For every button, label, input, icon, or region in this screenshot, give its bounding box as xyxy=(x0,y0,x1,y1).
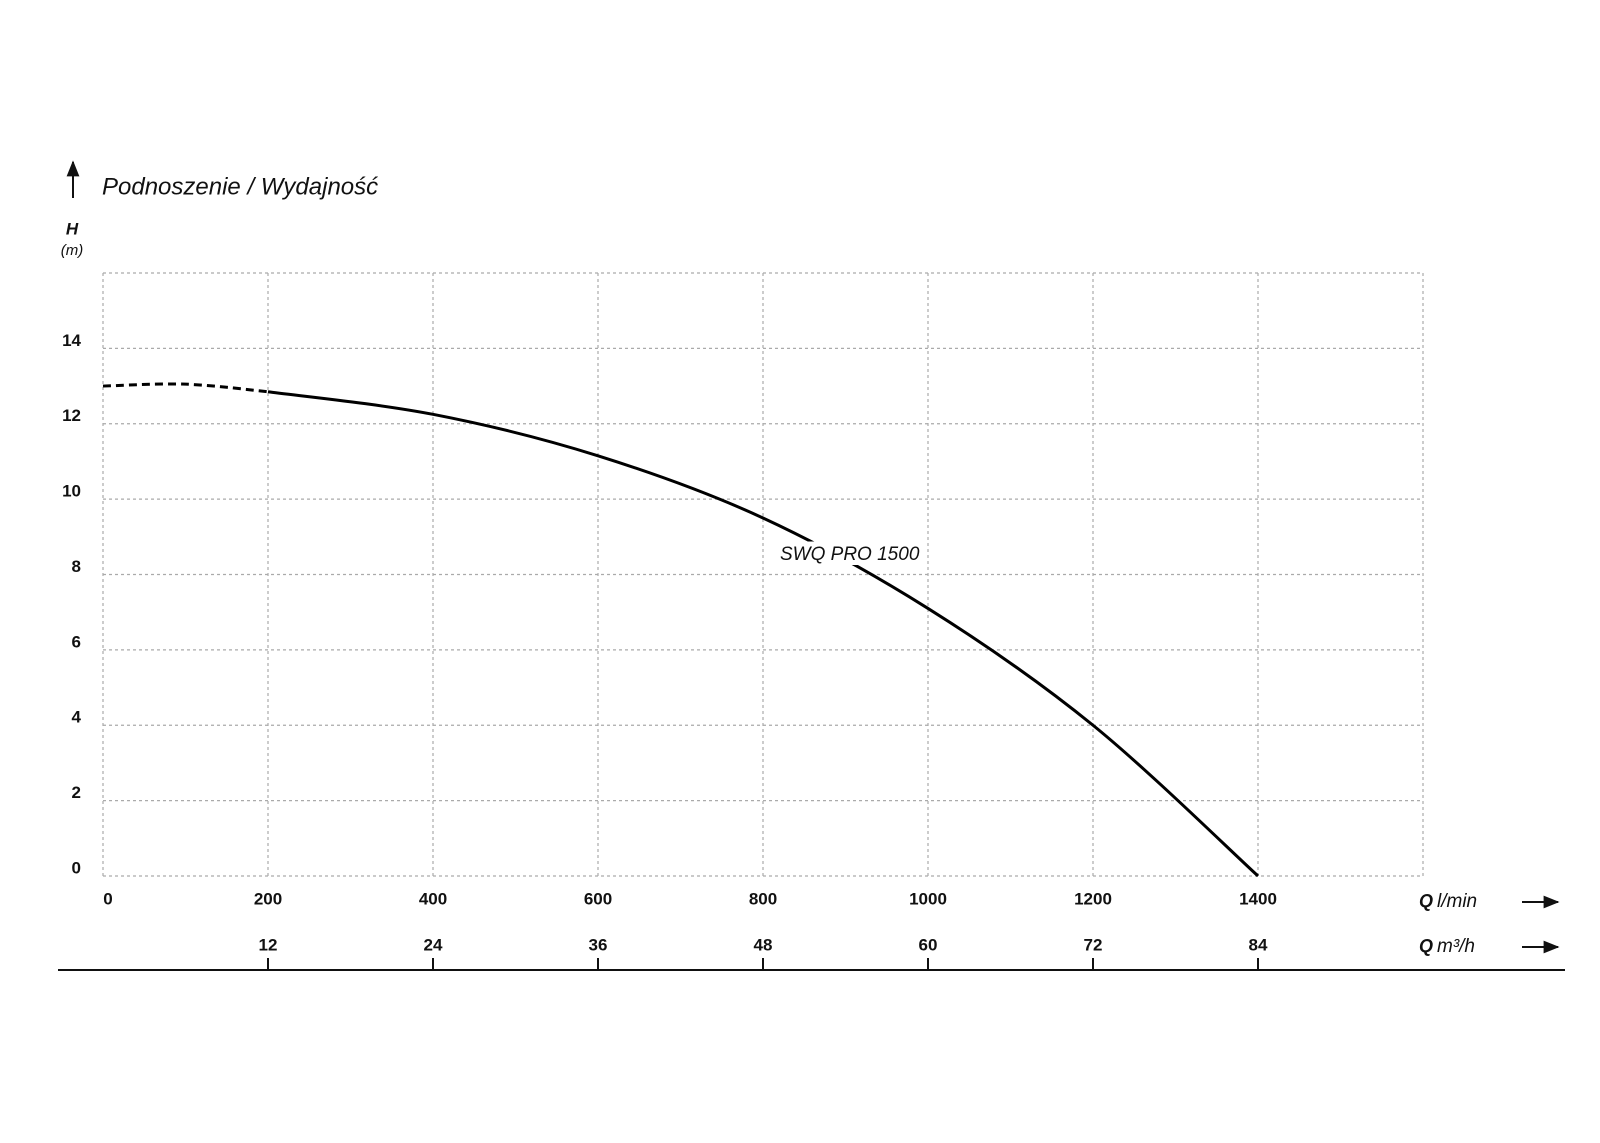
curve-label: SWQ PRO 1500 xyxy=(780,544,920,565)
y-tick-label: 14 xyxy=(62,331,81,350)
y-tick-label: 4 xyxy=(72,708,82,727)
x-label-unit: l/min xyxy=(1437,891,1477,912)
x2-tick-label: 24 xyxy=(424,935,443,954)
x-tick-label: 400 xyxy=(419,889,447,908)
x-tick-label: 600 xyxy=(584,889,612,908)
x-tick-label: 1400 xyxy=(1239,889,1277,908)
x-tick-label: 200 xyxy=(254,889,282,908)
y-tick-label: 0 xyxy=(72,858,81,877)
x2-tick-label: 36 xyxy=(589,935,608,954)
y-tick-label: 6 xyxy=(72,632,81,651)
x2-label-unit: m³/h xyxy=(1437,936,1475,957)
y-tick-label: 12 xyxy=(62,406,81,425)
x2-tick-label: 84 xyxy=(1249,935,1268,954)
x-tick-label: 800 xyxy=(749,889,777,908)
x2-tick-label: 12 xyxy=(259,935,278,954)
x-tick-label: 1200 xyxy=(1074,889,1112,908)
chart-title: Podnoszenie / Wydajność xyxy=(102,173,378,200)
x-tick-label: 0 xyxy=(103,889,112,908)
x2-tick-label: 60 xyxy=(919,935,938,954)
y-tick-label: 2 xyxy=(72,783,81,802)
y-unit: (m) xyxy=(61,242,84,259)
x-label-symbol: Q xyxy=(1419,891,1433,911)
x2-tick-label: 48 xyxy=(754,935,773,954)
x2-label-symbol: Q xyxy=(1419,936,1433,956)
x2-tick-label: 72 xyxy=(1084,935,1103,954)
curve xyxy=(102,382,269,394)
y-tick-label: 10 xyxy=(62,482,81,501)
y-label: H xyxy=(66,219,79,238)
y-tick-label: 8 xyxy=(72,557,81,576)
curve xyxy=(267,390,1260,878)
x-tick-label: 1000 xyxy=(909,889,947,908)
